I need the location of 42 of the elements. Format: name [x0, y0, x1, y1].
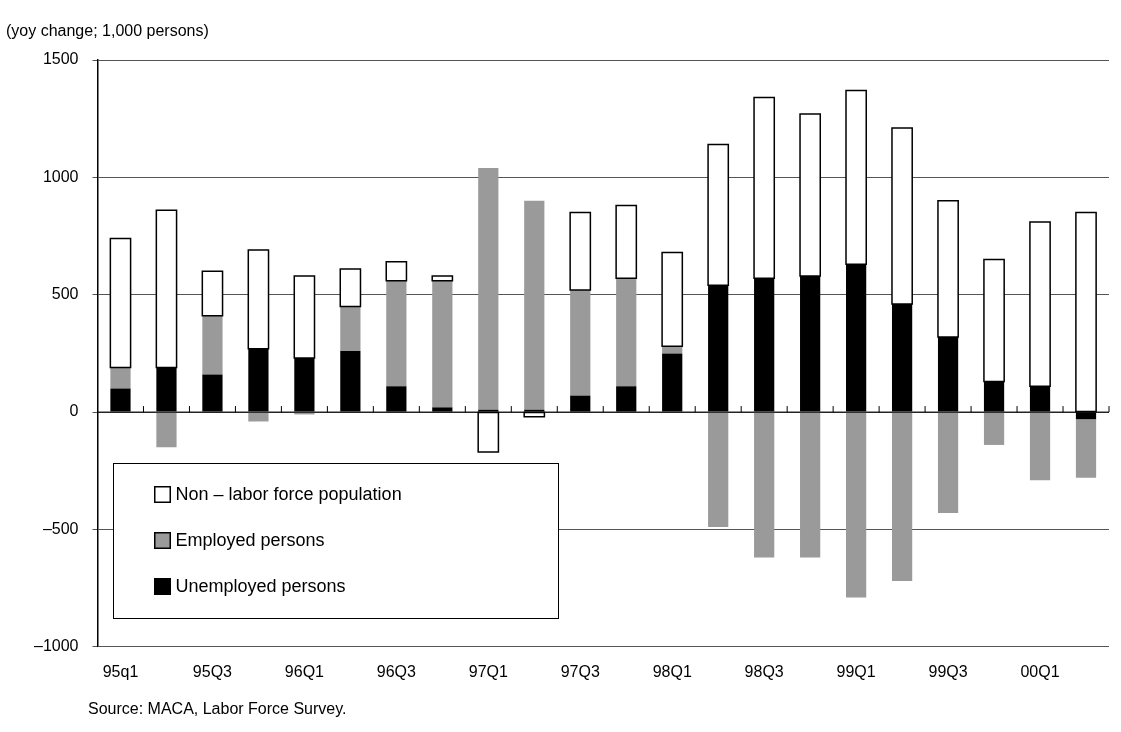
x-tick-label: 95Q3 — [192, 662, 233, 680]
x-tick-label: 99Q1 — [836, 662, 876, 680]
legend-label: Unemployed persons — [175, 576, 346, 598]
x-tick-label: 96Q1 — [284, 662, 325, 680]
x-tick-label: 96Q3 — [376, 662, 417, 680]
bar — [478, 167, 499, 410]
bar — [937, 412, 959, 514]
bar — [754, 412, 775, 558]
x-tick-label: 97Q1 — [468, 662, 508, 680]
x-tick-label: 98Q1 — [652, 662, 692, 680]
legend-label: Employed persons — [175, 530, 325, 552]
bar — [983, 412, 1005, 445]
bar — [524, 200, 545, 410]
bar — [570, 290, 591, 396]
bar — [386, 280, 407, 387]
bar — [248, 412, 269, 422]
y-tick-label: 1000 — [42, 167, 79, 185]
bar — [1075, 419, 1097, 478]
y-tick-label: 500 — [51, 285, 79, 303]
bar — [616, 278, 637, 387]
bar — [340, 306, 361, 352]
x-tick-label: 95q1 — [102, 662, 139, 680]
y-axis-title: (yoy change; 1,000 persons) — [6, 22, 209, 40]
x-tick-label: 99Q3 — [928, 662, 968, 680]
bar — [1029, 412, 1051, 481]
x-tick-label: 00Q1 — [1020, 662, 1060, 680]
y-tick-label: –500 — [42, 519, 79, 537]
bar — [708, 412, 729, 528]
bar — [891, 412, 913, 582]
y-tick-label: –1000 — [33, 637, 79, 655]
y-tick-label: 0 — [69, 402, 79, 420]
bar — [110, 367, 131, 389]
legend-label: Non – labor force population — [175, 484, 402, 506]
x-tick-label: 98Q3 — [744, 662, 784, 680]
source-note: Source: MACA, Labor Force Survey. — [88, 700, 347, 718]
bar — [432, 280, 453, 408]
y-tick-label: 1500 — [42, 50, 79, 68]
bar — [156, 412, 177, 448]
x-tick-label: 97Q3 — [560, 662, 600, 680]
bar — [202, 315, 223, 375]
bar — [800, 412, 821, 558]
bar — [846, 412, 867, 598]
